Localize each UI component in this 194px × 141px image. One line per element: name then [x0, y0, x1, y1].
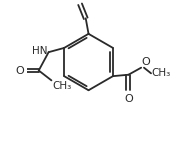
Text: CH₃: CH₃	[52, 81, 71, 91]
Text: HN: HN	[32, 47, 47, 56]
Text: CH₃: CH₃	[152, 68, 171, 78]
Text: O: O	[15, 66, 24, 75]
Text: O: O	[124, 94, 133, 104]
Text: O: O	[142, 57, 151, 67]
